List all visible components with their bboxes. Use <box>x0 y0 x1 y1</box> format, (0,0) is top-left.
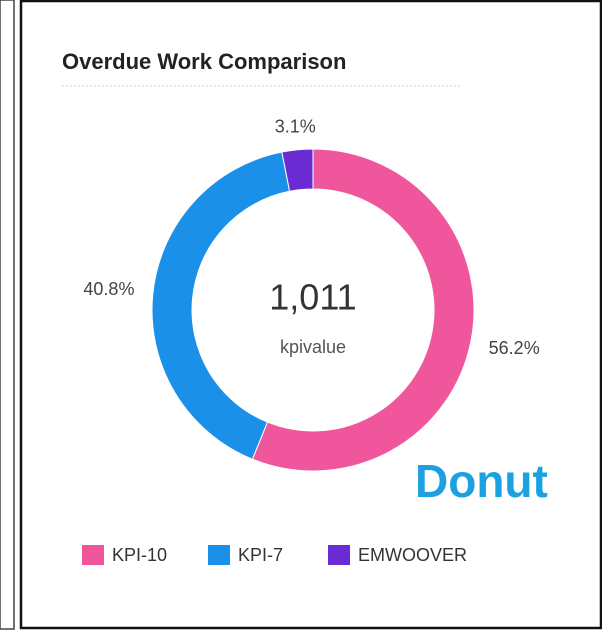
donut-slice <box>151 151 291 460</box>
legend-swatch <box>82 545 104 565</box>
side-panel <box>0 0 15 630</box>
center-label: kpivalue <box>280 337 346 357</box>
legend-label: KPI-7 <box>238 545 283 565</box>
donut-slice <box>281 148 314 192</box>
data-label: 3.1% <box>275 117 316 137</box>
donut-slice <box>251 148 475 472</box>
chart-title: Overdue Work Comparison <box>62 49 346 74</box>
data-label: 40.8% <box>83 279 134 299</box>
legend-label: EMWOOVER <box>358 545 467 565</box>
legend-swatch <box>208 545 230 565</box>
data-label: 56.2% <box>489 338 540 358</box>
legend-swatch <box>328 545 350 565</box>
annotation: Donut <box>415 455 548 507</box>
center-value: 1,011 <box>269 277 356 318</box>
legend-label: KPI-10 <box>112 545 167 565</box>
card <box>19 0 602 630</box>
